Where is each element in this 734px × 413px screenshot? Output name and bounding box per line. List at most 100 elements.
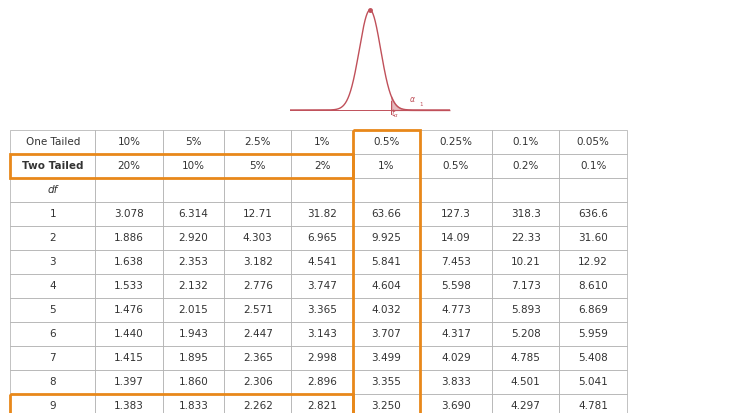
Text: 2.353: 2.353	[178, 257, 208, 267]
Bar	[420, 202, 492, 226]
Bar	[492, 178, 559, 202]
Bar	[95, 250, 163, 274]
Bar	[352, 130, 420, 154]
Text: 3.747: 3.747	[307, 281, 337, 291]
Text: 1.895: 1.895	[178, 353, 208, 363]
Bar	[224, 154, 291, 178]
Bar	[291, 274, 352, 298]
Text: 10%: 10%	[117, 137, 141, 147]
Text: 4.317: 4.317	[441, 329, 471, 339]
Text: 0.5%: 0.5%	[373, 137, 399, 147]
Text: 3.355: 3.355	[371, 377, 401, 387]
Text: 5.208: 5.208	[511, 329, 541, 339]
Text: 3.499: 3.499	[371, 353, 401, 363]
Bar	[492, 298, 559, 322]
Bar	[10, 226, 95, 250]
Text: 1.533: 1.533	[115, 281, 144, 291]
Bar	[492, 250, 559, 274]
Bar	[10, 394, 352, 413]
Text: 3.833: 3.833	[441, 377, 471, 387]
Text: 2.920: 2.920	[178, 233, 208, 243]
Bar	[95, 202, 163, 226]
Bar	[492, 346, 559, 370]
Text: 4.501: 4.501	[511, 377, 541, 387]
Text: 5: 5	[49, 305, 56, 315]
Bar	[224, 202, 291, 226]
Text: 4.604: 4.604	[371, 281, 401, 291]
Bar	[291, 130, 352, 154]
Text: 2.447: 2.447	[243, 329, 272, 339]
Bar	[420, 370, 492, 394]
Bar	[352, 322, 420, 346]
Bar	[163, 370, 224, 394]
Text: 7: 7	[49, 353, 56, 363]
Bar	[352, 178, 420, 202]
Text: 636.6: 636.6	[578, 209, 608, 219]
Bar	[163, 130, 224, 154]
Text: 1.397: 1.397	[115, 377, 144, 387]
Bar	[352, 226, 420, 250]
Bar	[10, 274, 95, 298]
Bar	[95, 274, 163, 298]
Text: 3.078: 3.078	[115, 209, 144, 219]
Bar	[224, 178, 291, 202]
Text: df: df	[48, 185, 58, 195]
Text: 12.92: 12.92	[578, 257, 608, 267]
Bar	[224, 346, 291, 370]
Bar	[492, 370, 559, 394]
Bar	[559, 394, 627, 413]
Bar	[163, 154, 224, 178]
Bar	[95, 322, 163, 346]
Bar	[420, 130, 492, 154]
Bar	[352, 346, 420, 370]
Bar	[352, 130, 420, 413]
Text: 0.25%: 0.25%	[440, 137, 473, 147]
Bar	[492, 394, 559, 413]
Text: 1%: 1%	[378, 161, 395, 171]
Bar	[95, 226, 163, 250]
Bar	[163, 274, 224, 298]
Text: 6.965: 6.965	[307, 233, 337, 243]
Bar	[492, 130, 559, 154]
Text: 63.66: 63.66	[371, 209, 401, 219]
Text: 5.959: 5.959	[578, 329, 608, 339]
Text: 1.415: 1.415	[115, 353, 144, 363]
Text: 3: 3	[49, 257, 56, 267]
Text: 1.476: 1.476	[115, 305, 144, 315]
Bar	[163, 298, 224, 322]
Bar	[420, 250, 492, 274]
Bar	[163, 178, 224, 202]
Bar	[10, 154, 95, 178]
Text: 5%: 5%	[185, 137, 202, 147]
Bar	[420, 346, 492, 370]
Bar	[163, 250, 224, 274]
Text: 318.3: 318.3	[511, 209, 541, 219]
Text: $t_\alpha$: $t_\alpha$	[390, 108, 399, 121]
Bar	[492, 322, 559, 346]
Text: $\alpha$: $\alpha$	[409, 95, 416, 104]
Text: 3.250: 3.250	[371, 401, 401, 411]
Text: 3.690: 3.690	[441, 401, 471, 411]
Bar	[492, 274, 559, 298]
Text: 2.132: 2.132	[178, 281, 208, 291]
Text: 2.015: 2.015	[178, 305, 208, 315]
Text: 9.925: 9.925	[371, 233, 401, 243]
Text: 2.821: 2.821	[307, 401, 337, 411]
Text: 31.82: 31.82	[307, 209, 337, 219]
Text: 9: 9	[49, 401, 56, 411]
Text: 2: 2	[49, 233, 56, 243]
Text: 2.5%: 2.5%	[244, 137, 271, 147]
Text: 5.893: 5.893	[511, 305, 541, 315]
Text: 6.314: 6.314	[178, 209, 208, 219]
Bar	[559, 250, 627, 274]
Bar	[95, 130, 163, 154]
Text: 7.173: 7.173	[511, 281, 541, 291]
Text: Two Tailed: Two Tailed	[22, 161, 84, 171]
Text: 0.1%: 0.1%	[580, 161, 606, 171]
Text: 127.3: 127.3	[441, 209, 471, 219]
Text: 0.1%: 0.1%	[512, 137, 539, 147]
Text: 2.262: 2.262	[243, 401, 272, 411]
Bar	[163, 322, 224, 346]
Bar	[224, 370, 291, 394]
Bar	[492, 154, 559, 178]
